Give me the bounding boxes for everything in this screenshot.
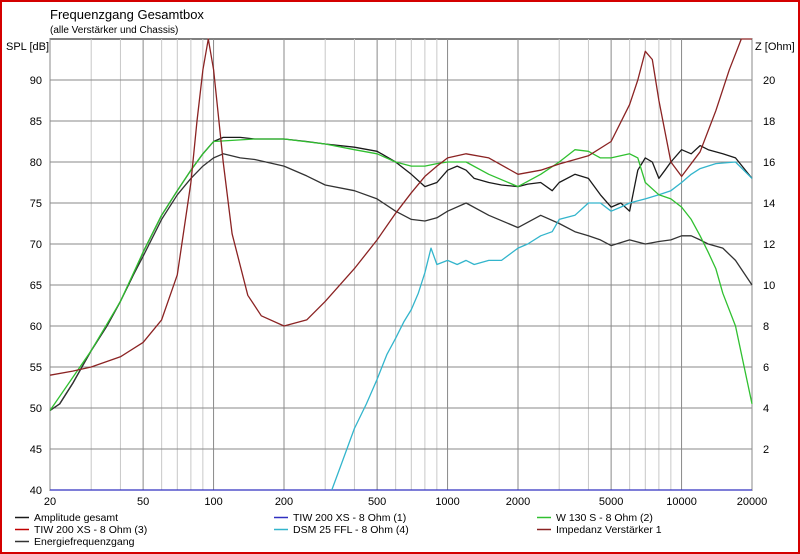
y-left-tick-label: 65 (30, 280, 42, 292)
legend-label: W 130 S - 8 Ohm (2) (556, 512, 653, 524)
legend-item: Energiefrequenzgang (15, 536, 135, 548)
y-right-tick-label: 16 (763, 157, 775, 169)
y-left-tick-label: 60 (30, 321, 42, 333)
y-left-tick-label: 75 (30, 198, 42, 210)
legend-label: Energiefrequenzgang (34, 536, 135, 548)
chart-subtitle: (alle Verstärker und Chassis) (50, 25, 178, 36)
legend-label: Impedanz Verstärker 1 (556, 524, 662, 536)
y-right-tick-label: 4 (763, 403, 769, 415)
x-tick-label: 20 (44, 496, 56, 508)
legend-item: TIW 200 XS - 8 Ohm (3) (15, 524, 147, 536)
y-left-tick-label: 90 (30, 75, 42, 87)
y-right-tick-label: 10 (763, 280, 775, 292)
y-left-tick-label: 80 (30, 157, 42, 169)
legend-label: TIW 200 XS - 8 Ohm (3) (34, 524, 147, 536)
plot-area (50, 39, 752, 490)
y-left-tick-label: 50 (30, 403, 42, 415)
x-tick-label: 1000 (435, 496, 459, 508)
y-left-tick-label: 40 (30, 485, 42, 497)
legend-label: Amplitude gesamt (34, 512, 118, 524)
y-left-tick-label: 55 (30, 362, 42, 374)
legend-item: W 130 S - 8 Ohm (2) (537, 512, 653, 524)
y-right-tick-label: 18 (763, 116, 775, 128)
legend-item: TIW 200 XS - 8 Ohm (1) (274, 512, 406, 524)
legend-item: Impedanz Verstärker 1 (537, 524, 662, 536)
y-right-tick-label: 14 (763, 198, 775, 210)
y-left-tick-label: 45 (30, 444, 42, 456)
x-tick-label: 500 (368, 496, 386, 508)
x-tick-label: 5000 (599, 496, 623, 508)
x-tick-label: 200 (275, 496, 293, 508)
x-tick-label: 100 (204, 496, 222, 508)
x-tick-label: 20000 (737, 496, 768, 508)
legend-label: TIW 200 XS - 8 Ohm (1) (293, 512, 406, 524)
legend-item: Amplitude gesamt (15, 512, 118, 524)
legend: Amplitude gesamt TIW 200 XS - 8 Ohm (1) W … (15, 512, 662, 548)
x-tick-label: 50 (137, 496, 149, 508)
y-right-tick-label: 20 (763, 75, 775, 87)
y-left-tick-label: 70 (30, 239, 42, 251)
legend-item: DSM 25 FFL - 8 Ohm (4) (274, 524, 409, 536)
y-axis-left-label: SPL [dB] (6, 41, 49, 53)
x-tick-label: 10000 (666, 496, 697, 508)
legend-label: DSM 25 FFL - 8 Ohm (4) (293, 524, 409, 536)
y-left-tick-label: 85 (30, 116, 42, 128)
y-right-tick-label: 2 (763, 444, 769, 456)
x-tick-label: 2000 (506, 496, 530, 508)
y-right-tick-label: 6 (763, 362, 769, 374)
y-right-tick-label: 8 (763, 321, 769, 333)
y-right-tick-label: 12 (763, 239, 775, 251)
chart-title: Frequenzgang Gesamtbox (50, 7, 204, 22)
y-axis-right-label: Z [Ohm] (755, 41, 795, 53)
